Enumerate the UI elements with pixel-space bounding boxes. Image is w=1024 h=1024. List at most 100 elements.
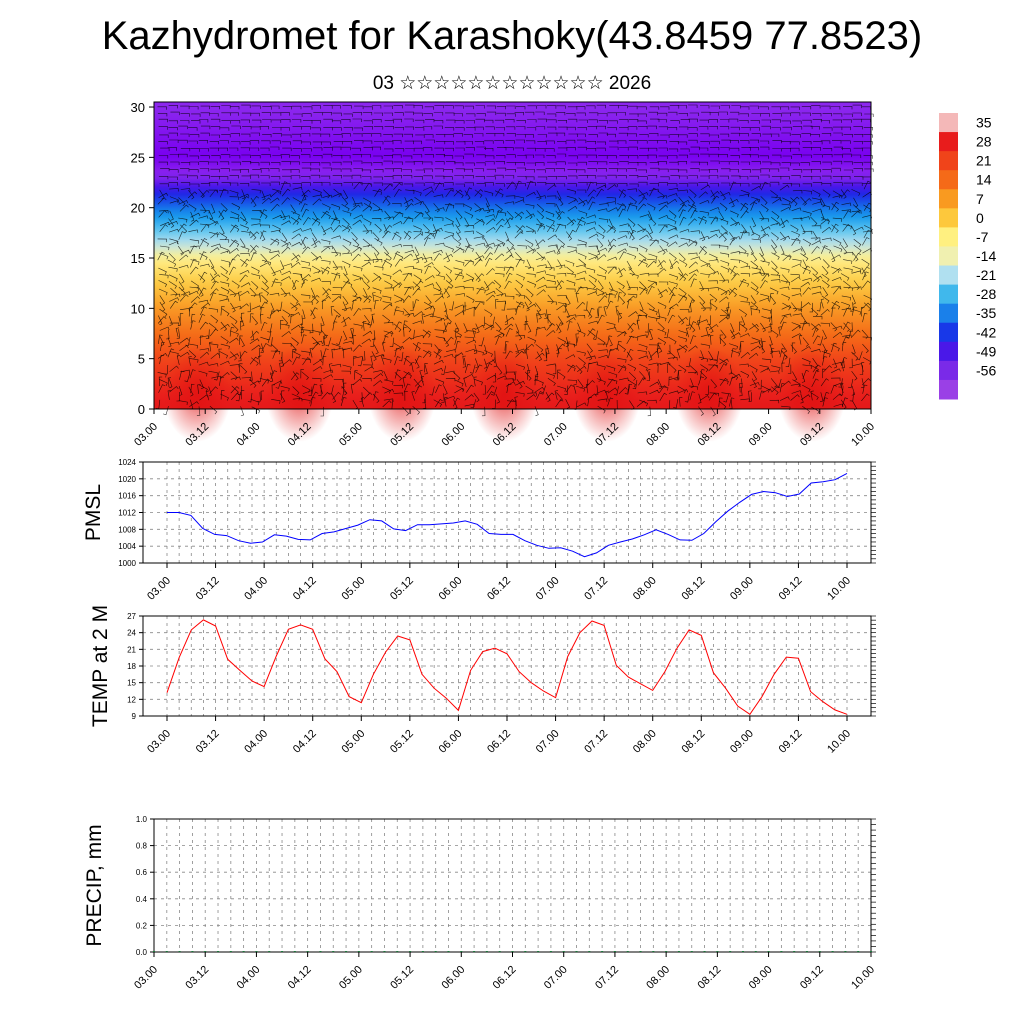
wind-barb — [485, 258, 493, 267]
wind-barb — [455, 147, 465, 151]
wind-barb — [169, 351, 179, 357]
wind-barb — [402, 320, 408, 330]
wind-barb — [291, 254, 301, 261]
wind-barb — [790, 183, 800, 187]
wind-barb — [221, 308, 230, 317]
wind-barb — [657, 363, 662, 373]
x-tick-label: 08.00 — [631, 728, 659, 756]
wind-barb — [229, 327, 235, 337]
wind-barb — [189, 106, 199, 110]
wind-barb — [319, 384, 323, 394]
wind-barb — [770, 378, 778, 388]
wind-barb — [790, 141, 800, 145]
wind-barb — [543, 351, 548, 362]
series-line — [167, 472, 848, 558]
wind-barb — [219, 232, 228, 241]
wind-barb — [719, 314, 730, 319]
wind-barb — [320, 133, 331, 138]
wind-barb — [863, 180, 871, 190]
wind-barb — [191, 113, 201, 117]
y-tick-label: 1012 — [118, 509, 136, 518]
wind-barb — [198, 274, 206, 284]
wind-barb — [411, 390, 415, 401]
wind-barb — [280, 287, 288, 298]
wind-barb — [862, 343, 869, 354]
wind-barb — [384, 216, 394, 220]
wind-barb — [714, 351, 719, 361]
wind-barb — [546, 330, 556, 337]
wind-barb — [588, 330, 596, 339]
wind-barb — [505, 126, 516, 130]
wind-barb — [434, 295, 445, 303]
wind-barb — [208, 363, 219, 367]
wind-barb — [515, 294, 526, 299]
wind-barb — [711, 195, 720, 204]
wind-barb — [168, 266, 178, 272]
wind-barb — [523, 315, 528, 326]
wind-barb — [556, 211, 565, 219]
wind-barb — [679, 309, 690, 313]
x-tick-label: 06.00 — [437, 575, 465, 603]
wind-barb — [412, 189, 422, 196]
wind-barb — [352, 202, 363, 206]
wind-barb — [208, 386, 212, 397]
wind-barb — [545, 217, 555, 225]
wind-barb — [321, 182, 331, 186]
wind-barb — [422, 343, 433, 348]
wind-barb — [415, 169, 425, 173]
wind-barb — [677, 315, 685, 325]
wind-barb — [353, 168, 363, 172]
precip-bar — [831, 951, 834, 952]
wind-barb — [473, 236, 484, 240]
wind-barb — [547, 161, 557, 166]
wind-barb — [393, 133, 403, 138]
wind-barb — [321, 335, 326, 346]
wind-barb — [556, 280, 563, 290]
wind-barb — [300, 369, 304, 379]
wind-barb — [277, 301, 283, 311]
wind-barb — [851, 351, 859, 361]
wind-barb — [688, 139, 698, 144]
wind-barb — [179, 344, 189, 351]
wind-barb — [607, 112, 617, 116]
x-tick-label: 03.12 — [194, 575, 222, 603]
wind-barb — [290, 204, 297, 215]
wind-barb — [739, 321, 743, 332]
wind-barb — [792, 379, 801, 387]
wind-barb — [464, 153, 474, 158]
wind-barb — [281, 188, 291, 197]
wind-barb — [516, 120, 526, 124]
wind-barb — [811, 240, 822, 246]
wind-barb — [557, 238, 566, 247]
wind-barb — [516, 183, 526, 187]
colorbar-label: -49 — [976, 343, 996, 359]
wind-barb — [373, 344, 379, 355]
wind-barb — [587, 168, 597, 172]
wind-barb — [537, 264, 547, 268]
wind-barb — [383, 260, 393, 268]
wind-barb — [564, 385, 569, 395]
wind-barb — [790, 147, 800, 152]
wind-barb — [668, 390, 679, 394]
wind-barb — [567, 118, 578, 123]
wind-barb — [271, 140, 281, 144]
wind-barb — [219, 127, 230, 131]
wind-barb — [258, 355, 262, 366]
wind-barb — [557, 348, 562, 358]
wind-barb — [321, 391, 330, 400]
wind-barb — [230, 351, 237, 361]
wind-barb — [300, 133, 311, 137]
wind-barb — [282, 309, 291, 318]
wind-barb — [382, 386, 391, 394]
wind-barb — [598, 306, 602, 317]
wind-barb — [535, 239, 540, 250]
wind-barb — [588, 252, 598, 260]
x-tick-label: 03.12 — [194, 728, 222, 756]
wind-barb — [414, 201, 425, 205]
wind-barb — [813, 141, 823, 145]
wind-barb — [422, 224, 430, 234]
wind-barb — [168, 252, 176, 262]
wind-barb — [424, 134, 434, 138]
wind-barb — [220, 343, 230, 350]
wind-barb — [853, 252, 862, 261]
